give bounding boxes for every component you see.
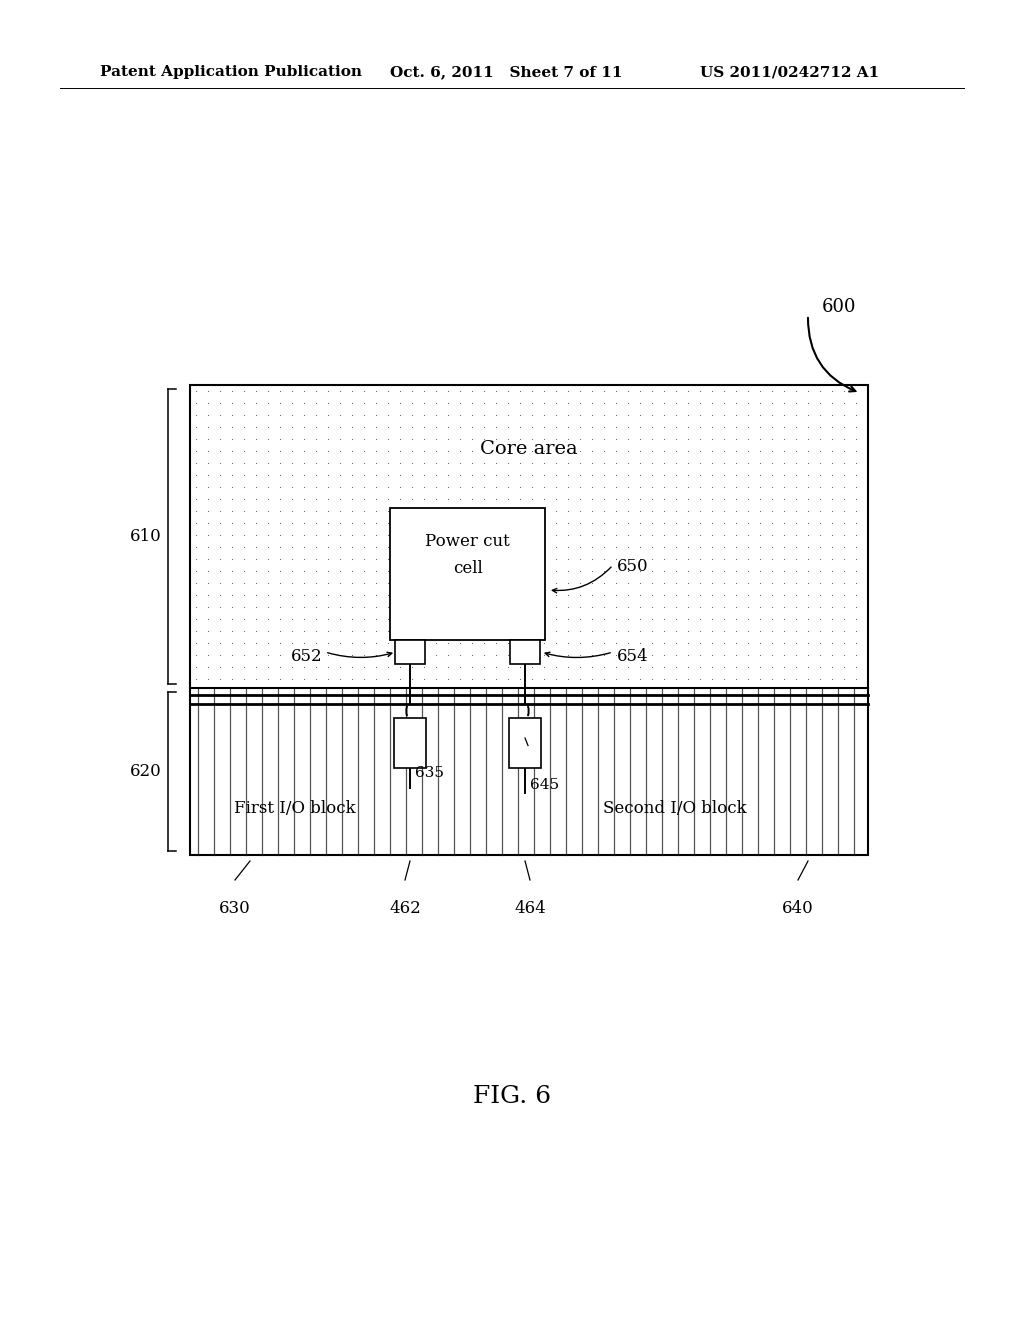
Text: 652: 652 (291, 648, 322, 665)
Bar (509, 718, 541, 768)
Bar (394, 718, 426, 768)
Text: 645: 645 (530, 777, 559, 792)
FancyArrowPatch shape (552, 568, 611, 593)
Text: Core area: Core area (480, 440, 578, 458)
Bar (510, 640, 540, 664)
Bar (390, 508, 545, 640)
Text: 654: 654 (617, 648, 648, 665)
Text: 640: 640 (782, 900, 814, 917)
Text: 610: 610 (130, 528, 162, 545)
Bar (190, 385, 868, 855)
Text: 600: 600 (822, 298, 856, 315)
Text: Second I/O block: Second I/O block (603, 800, 746, 817)
Text: 620: 620 (130, 763, 162, 780)
FancyArrowPatch shape (545, 652, 610, 657)
Text: 462: 462 (389, 900, 421, 917)
Bar (395, 640, 425, 664)
Text: Oct. 6, 2011   Sheet 7 of 11: Oct. 6, 2011 Sheet 7 of 11 (390, 65, 623, 79)
FancyArrowPatch shape (328, 652, 392, 657)
Text: First I/O block: First I/O block (234, 800, 355, 817)
Text: Patent Application Publication: Patent Application Publication (100, 65, 362, 79)
Text: FIG. 6: FIG. 6 (473, 1085, 551, 1107)
Text: 464: 464 (514, 900, 546, 917)
Text: 635: 635 (415, 766, 444, 780)
Text: 630: 630 (219, 900, 251, 917)
Text: US 2011/0242712 A1: US 2011/0242712 A1 (700, 65, 880, 79)
Text: Power cut
cell: Power cut cell (425, 533, 510, 577)
Text: 650: 650 (617, 558, 648, 576)
